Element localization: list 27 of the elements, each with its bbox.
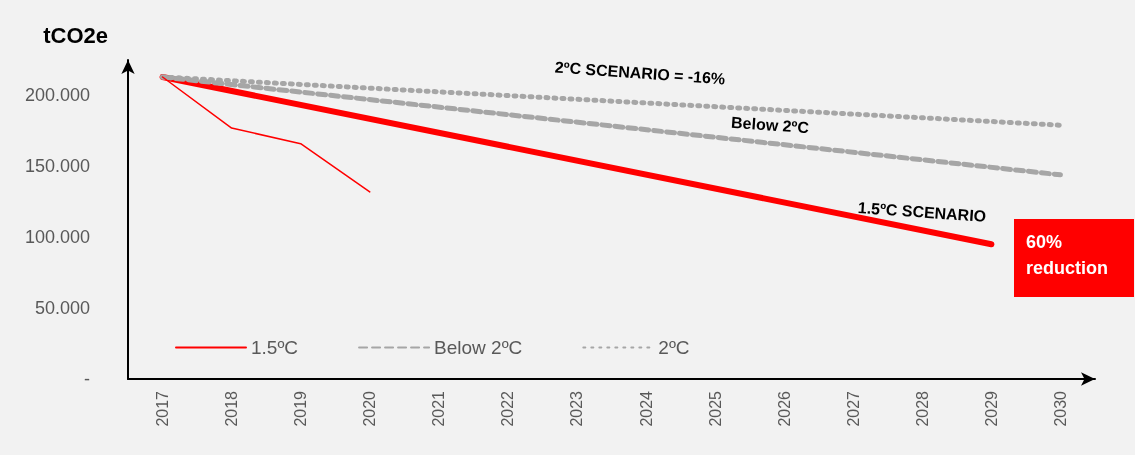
x-tick-label: 2026	[775, 390, 793, 427]
x-tick-label: 2030	[1051, 390, 1069, 427]
annotation: 1.5ºC SCENARIO	[857, 199, 987, 225]
y-tick-label: 150.000	[24, 156, 90, 177]
x-tick-label: 2027	[844, 390, 862, 427]
annotation: Below 2ºC	[730, 113, 810, 137]
x-tick-label: 2028	[913, 390, 931, 427]
x-tick-label: 2024	[637, 390, 655, 427]
x-tick-label: 2022	[499, 390, 517, 427]
y-tick-label: 50.000	[34, 298, 90, 319]
y-tick-label: 200.000	[24, 85, 90, 106]
legend-label: 1.5ºC	[251, 337, 299, 358]
x-tick-label: 2023	[568, 390, 586, 427]
x-tick-label: 2029	[982, 390, 1000, 427]
legend-label: Below 2ºC	[434, 337, 523, 358]
x-tick-label: 2018	[223, 390, 241, 427]
legend-label: 2ºC	[658, 337, 690, 358]
x-tick-label: 2020	[361, 390, 379, 427]
annotation: 60% reduction	[1026, 232, 1109, 278]
y-axis-title: tCO2e	[43, 22, 108, 48]
x-tick-label: 2025	[706, 390, 724, 427]
x-tick-label: 2017	[154, 390, 172, 427]
y-tick-label: -	[84, 369, 90, 389]
x-tick-label: 2021	[430, 390, 448, 427]
x-tick-label: 2019	[292, 390, 310, 427]
annotation: 2ºC SCENARIO = -16%	[554, 58, 726, 88]
y-tick-label: 100.000	[24, 227, 90, 248]
